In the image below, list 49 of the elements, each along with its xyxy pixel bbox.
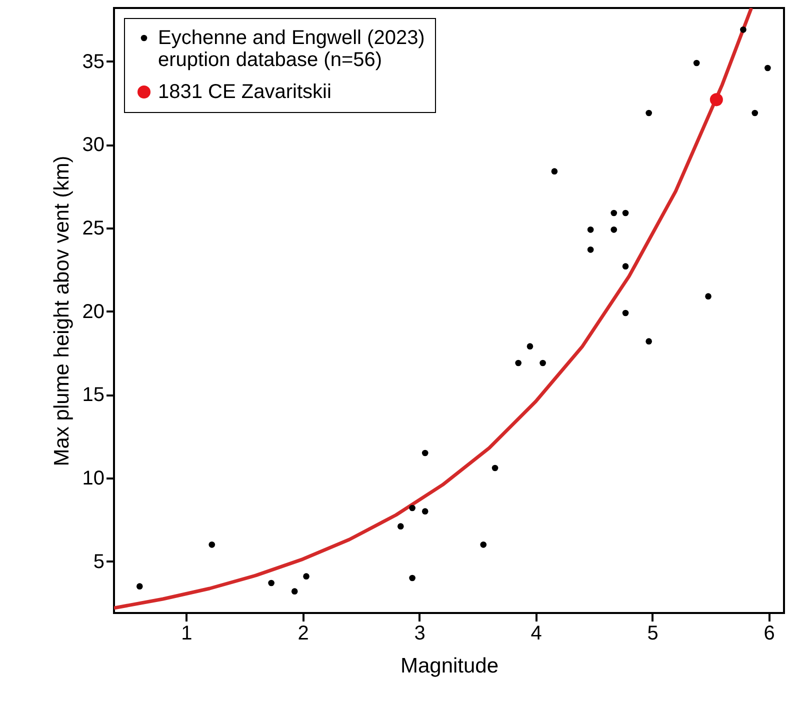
point: [422, 450, 428, 456]
y-tick-label: 10: [82, 468, 104, 490]
x-axis-title: Magnitude: [400, 654, 499, 678]
point: [693, 60, 700, 66]
x-tick-label: 3: [414, 622, 426, 644]
point: [480, 542, 487, 548]
point: [515, 360, 522, 366]
point: [587, 226, 594, 233]
line-series: [114, 8, 754, 610]
point: [551, 168, 558, 174]
point: [622, 310, 629, 316]
x-tick-label: 2: [298, 622, 309, 644]
point: [409, 504, 416, 512]
y-tick-label: 25: [82, 218, 104, 240]
point: [587, 246, 594, 253]
x-tick-label: 1: [181, 622, 192, 644]
point: [136, 583, 143, 590]
point: [208, 542, 216, 548]
point: [610, 210, 618, 216]
y-tick-label: 30: [82, 134, 104, 156]
point: [752, 110, 758, 116]
y-tick-label: 5: [93, 550, 104, 573]
point: [397, 523, 404, 530]
point: [422, 508, 428, 514]
point: [540, 360, 546, 366]
y-axis-title: Max plume height abov vent (km): [50, 156, 74, 466]
legend-label: 1831 CE Zavaritskii: [158, 81, 332, 103]
point: [710, 93, 723, 106]
point: [622, 263, 629, 270]
point: [409, 574, 416, 582]
point: [303, 573, 310, 580]
x-tick-label: 6: [764, 622, 775, 644]
point: [646, 338, 652, 344]
legend-label: Eychenne and Engwell (2023) eruption database (n=56): [158, 27, 425, 71]
y-tick-label: 20: [82, 300, 104, 323]
point: [526, 343, 534, 350]
point: [740, 26, 746, 33]
x-tick-label: 5: [647, 622, 658, 644]
point: [622, 210, 629, 216]
y-tick-label: 35: [82, 50, 104, 73]
point: [291, 588, 298, 594]
x-tick-label: 4: [530, 622, 542, 644]
point: [610, 226, 618, 233]
point: [268, 580, 274, 586]
point: [646, 110, 652, 116]
point: [705, 293, 712, 300]
y-tick-label: 15: [82, 384, 104, 406]
point: [492, 464, 498, 472]
point: [764, 64, 771, 72]
